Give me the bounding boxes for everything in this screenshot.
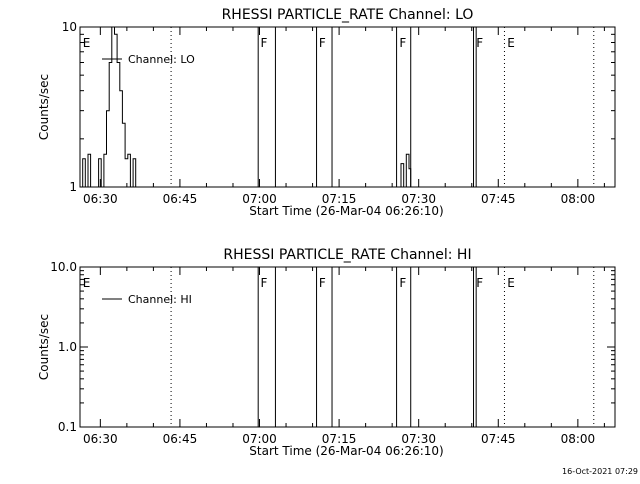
x-tick-label: 07:00 (242, 432, 277, 446)
footer-timestamp: 16-Oct-2021 07:29 (562, 467, 638, 476)
x-tick-label: 07:45 (481, 432, 516, 446)
chart-title: RHESSI PARTICLE_RATE Channel: HI (223, 247, 471, 263)
flag-marker: F (399, 276, 406, 290)
x-tick-label: 07:00 (242, 192, 277, 206)
x-tick-label: 06:45 (163, 432, 198, 446)
y-tick-label: 10 (62, 20, 77, 34)
x-tick-label: 08:00 (561, 432, 596, 446)
plot-frame (79, 26, 616, 188)
x-tick-label: 06:30 (83, 192, 118, 206)
y-tick-label: 10.0 (50, 260, 77, 274)
flag-marker: F (261, 36, 268, 50)
x-tick-label: 07:30 (401, 432, 436, 446)
data-series-line (398, 153, 412, 188)
x-tick-label: 06:30 (83, 432, 118, 446)
legend-label: Channel: HI (128, 293, 192, 306)
flag-marker: F (319, 276, 326, 290)
x-tick-label: 07:15 (322, 432, 357, 446)
flag-marker: F (319, 36, 326, 50)
x-tick-label: 07:45 (481, 192, 516, 206)
flag-marker: F (261, 276, 268, 290)
flag-marker: E (507, 36, 515, 50)
y-axis-label: Counts/sec (37, 74, 51, 140)
y-tick-label: 1.0 (58, 340, 77, 354)
legend-label: Channel: LO (128, 53, 195, 66)
flag-marker: E (507, 276, 515, 290)
x-tick-label: 06:45 (163, 192, 198, 206)
chart-title: RHESSI PARTICLE_RATE Channel: LO (222, 7, 474, 23)
x-axis-label: Start Time (26-Mar-04 06:26:10) (249, 204, 443, 218)
data-series-line (80, 26, 144, 188)
flag-marker: E (83, 276, 91, 290)
y-axis-label: Counts/sec (37, 314, 51, 380)
x-axis-label: Start Time (26-Mar-04 06:26:10) (249, 444, 443, 458)
flag-marker: F (476, 276, 483, 290)
x-tick-label: 08:00 (561, 192, 596, 206)
x-tick-label: 07:30 (401, 192, 436, 206)
x-tick-label: 07:15 (322, 192, 357, 206)
y-tick-label: 0.1 (58, 420, 77, 434)
y-tick-label: 1 (69, 180, 77, 194)
flag-marker: E (83, 36, 91, 50)
flag-marker: F (476, 36, 483, 50)
flag-marker: F (399, 36, 406, 50)
plot-frame (79, 266, 616, 428)
